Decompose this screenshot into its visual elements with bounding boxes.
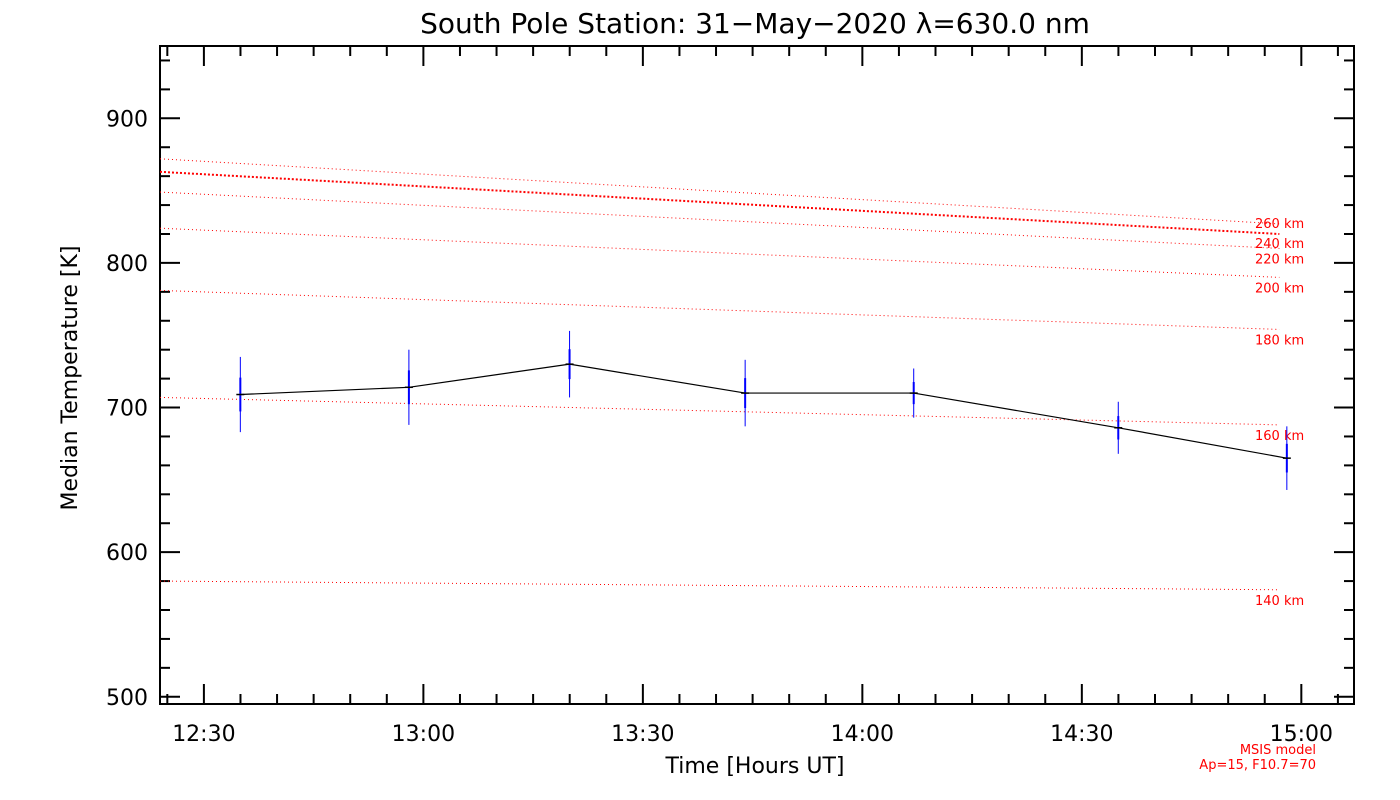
y-tick-label: 500: [106, 686, 148, 711]
plot-frame: [159, 45, 1355, 705]
y-tick-label: 600: [106, 541, 148, 566]
msis-line-260-km: [159, 158, 1280, 225]
msis-line-140-km: [159, 580, 1280, 591]
x-tick-label: 14:30: [1050, 722, 1113, 747]
footnote-msis-params: Ap=15, F10.7=70: [1199, 758, 1316, 773]
msis-label-180-km: 180 km: [1255, 333, 1304, 348]
y-tick-label: 700: [106, 397, 148, 422]
msis-line-160-km: [159, 396, 1280, 426]
x-tick-label: 13:00: [392, 722, 455, 747]
temperature-series: [236, 330, 1291, 490]
series-line: [240, 363, 1287, 459]
y-axis-label: Median Temperature [K]: [58, 246, 83, 511]
x-tick-label: 13:30: [611, 722, 674, 747]
axis-ticks: 500 600 700 800 900 12:30 13:00 13:30 14:00 14:30…: [106, 46, 1354, 747]
msis-label-220-km: 220 km: [1255, 252, 1304, 267]
msis-line-180-km: [159, 289, 1280, 330]
msis-line-240-km: [159, 170, 1280, 235]
msis-label-200-km: 200 km: [1255, 281, 1304, 296]
msis-line-200-km: [159, 227, 1280, 278]
footnote-msis-model: MSIS model: [1240, 743, 1316, 758]
x-tick-label: 12:30: [172, 722, 235, 747]
y-tick-label: 800: [106, 252, 148, 277]
msis-label-140-km: 140 km: [1255, 594, 1304, 609]
msis-line-220-km: [159, 191, 1280, 249]
msis-label-240-km: 240 km: [1255, 237, 1304, 252]
msis-label-260-km: 260 km: [1255, 217, 1304, 232]
y-tick-label: 900: [106, 107, 148, 132]
chart-title: South Pole Station: 31−May−2020 λ=630.0 …: [420, 7, 1090, 40]
x-tick-label: 14:00: [831, 722, 894, 747]
x-tick-label: 15:00: [1270, 722, 1333, 747]
x-axis-label: Time [Hours UT]: [665, 754, 845, 779]
msis-label-160-km: 160 km: [1255, 429, 1304, 444]
